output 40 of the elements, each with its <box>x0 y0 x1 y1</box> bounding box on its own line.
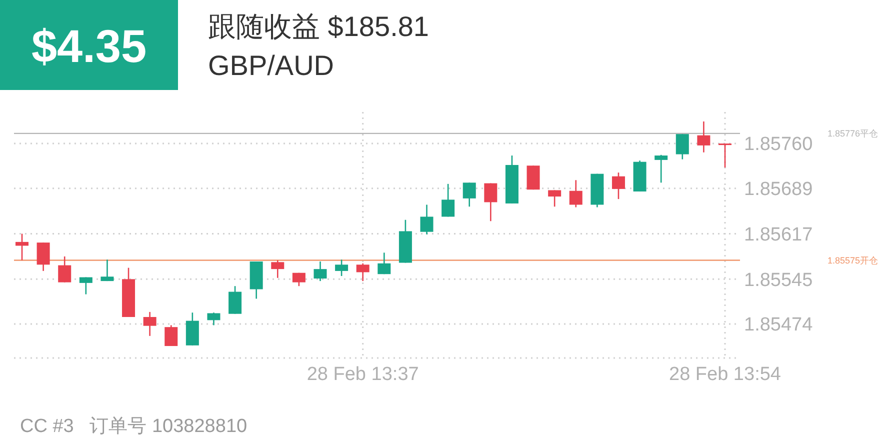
candlestick <box>100 258 114 282</box>
x-tick-label: 28 Feb 13:54 <box>669 364 782 385</box>
text: GBP/AUD <box>208 50 334 81</box>
candlestick <box>378 252 391 275</box>
candlestick <box>697 120 710 154</box>
candlestick <box>548 190 562 208</box>
candlestick <box>36 242 50 272</box>
candlestick <box>442 183 455 218</box>
candlestick <box>292 272 306 287</box>
candlestick <box>271 260 284 279</box>
candlestick <box>207 312 220 326</box>
ref-line-label: 1.85776平仓 <box>827 128 878 139</box>
ref-line-label: 1.85575开仓 <box>827 255 878 266</box>
y-tick-label: 1.85474 <box>744 314 814 336</box>
y-tick-label: 1.85617 <box>744 224 813 246</box>
candlestick <box>526 164 540 190</box>
y-tick-label: 1.85689 <box>744 178 813 200</box>
x-tick-label: 28 Feb 13:37 <box>306 364 419 385</box>
candlestick <box>569 179 582 208</box>
candlestick <box>356 262 370 282</box>
candlestick <box>16 233 28 261</box>
y-tick-label: 1.85760 <box>744 134 813 156</box>
candlestick <box>314 260 327 282</box>
candlestick <box>676 133 689 160</box>
candlestick <box>58 256 72 283</box>
candlestick <box>654 154 668 184</box>
text: CC #3 订单号 103828810 <box>20 416 248 437</box>
chart-subtitle: 跟随收益 $185.81 <box>208 11 429 42</box>
candlestick <box>420 204 434 236</box>
y-tick-label: 1.85545 <box>744 270 813 291</box>
candlestick <box>612 172 625 200</box>
candlestick <box>228 285 242 314</box>
chart-title: $4.35 <box>31 20 147 72</box>
candlestick <box>718 142 732 168</box>
candlestick <box>462 182 476 208</box>
candlestick <box>164 324 178 347</box>
candlestick <box>143 311 156 337</box>
candlestick <box>79 276 92 295</box>
candlestick <box>484 182 498 222</box>
candlestick <box>335 258 348 277</box>
